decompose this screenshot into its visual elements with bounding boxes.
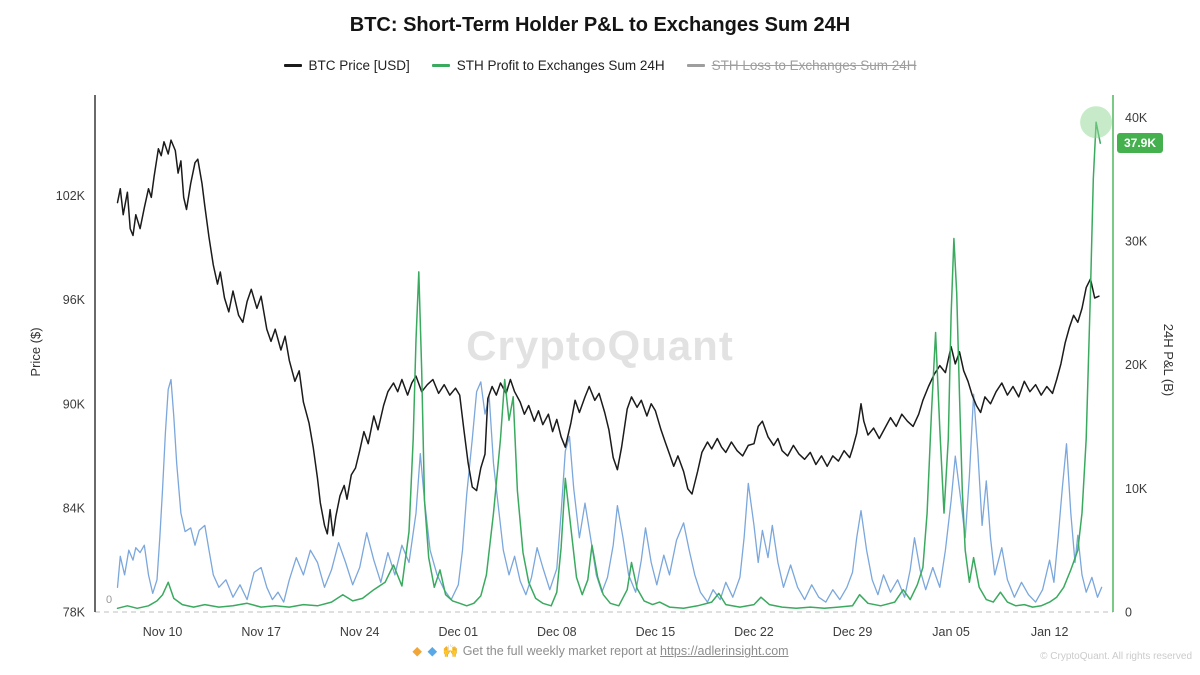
left-y-tick-label: 84K xyxy=(63,501,86,515)
copyright-notice: © CryptoQuant. All rights reserved xyxy=(1040,651,1192,662)
left-axis-title: Price ($) xyxy=(28,327,43,377)
footer-message: Get the full weekly market report at xyxy=(462,644,657,658)
legend-label: STH Loss to Exchanges Sum 24H xyxy=(711,58,917,73)
legend: BTC Price [USD] STH Profit to Exchanges … xyxy=(0,58,1200,73)
x-tick-label: Dec 29 xyxy=(833,625,873,639)
x-tick-label: Nov 17 xyxy=(241,625,281,639)
x-tick-label: Nov 24 xyxy=(340,625,380,639)
legend-item-sth-loss[interactable]: STH Loss to Exchanges Sum 24H xyxy=(686,58,917,73)
x-tick-label: Nov 10 xyxy=(143,625,183,639)
left-y-tick-label: 96K xyxy=(63,293,86,307)
series-sth-loss xyxy=(116,378,1103,603)
x-tick-label: Dec 08 xyxy=(537,625,577,639)
right-axis-title: 24H P&L (B) xyxy=(1161,323,1176,397)
chart-title: BTC: Short-Term Holder P&L to Exchanges … xyxy=(349,14,851,36)
x-tick-label: Dec 01 xyxy=(438,625,478,639)
right-y-tick-label: 30K xyxy=(1125,234,1148,248)
raised-hands-icon: 🙌 xyxy=(442,644,459,658)
series-sth-profit xyxy=(116,121,1102,610)
left-y-tick-label: 90K xyxy=(63,397,86,411)
left-y-tick-label: 102K xyxy=(56,189,86,203)
right-y-tick-label: 10K xyxy=(1125,482,1148,496)
footer-banner: ◆ ◆ 🙌 Get the full weekly market report … xyxy=(0,643,1200,659)
series-btc-price xyxy=(116,139,1100,537)
right-y-tick-label: 0 xyxy=(1125,606,1132,620)
btc-price-line-icon xyxy=(283,64,302,67)
x-tick-label: Jan 05 xyxy=(932,625,970,639)
x-tick-label: Dec 15 xyxy=(636,625,676,639)
right-y-tick-label: 20K xyxy=(1125,358,1148,372)
left-y-tick-label: 78K xyxy=(63,606,86,620)
right-y-tick-label: 40K xyxy=(1125,111,1148,125)
blue-gem-icon: ◆ xyxy=(427,644,438,658)
sth-loss-line-icon xyxy=(686,64,705,67)
orange-diamond-icon: ◆ xyxy=(412,644,423,658)
latest-value-badge: 37.9K xyxy=(1117,133,1164,154)
legend-label: BTC Price [USD] xyxy=(308,58,410,73)
zero-baseline-label: 0 xyxy=(106,594,113,606)
latest-point-highlight xyxy=(1080,106,1113,139)
legend-item-sth-profit[interactable]: STH Profit to Exchanges Sum 24H xyxy=(431,58,665,73)
x-tick-label: Dec 22 xyxy=(734,625,774,639)
x-tick-label: Jan 12 xyxy=(1031,625,1069,639)
legend-item-btc-price[interactable]: BTC Price [USD] xyxy=(283,58,410,73)
cryptoquant-watermark: CryptoQuant xyxy=(466,322,734,369)
legend-label: STH Profit to Exchanges Sum 24H xyxy=(456,58,665,73)
report-link[interactable]: https://adlerinsight.com xyxy=(660,644,789,658)
sth-profit-line-icon xyxy=(431,64,450,67)
